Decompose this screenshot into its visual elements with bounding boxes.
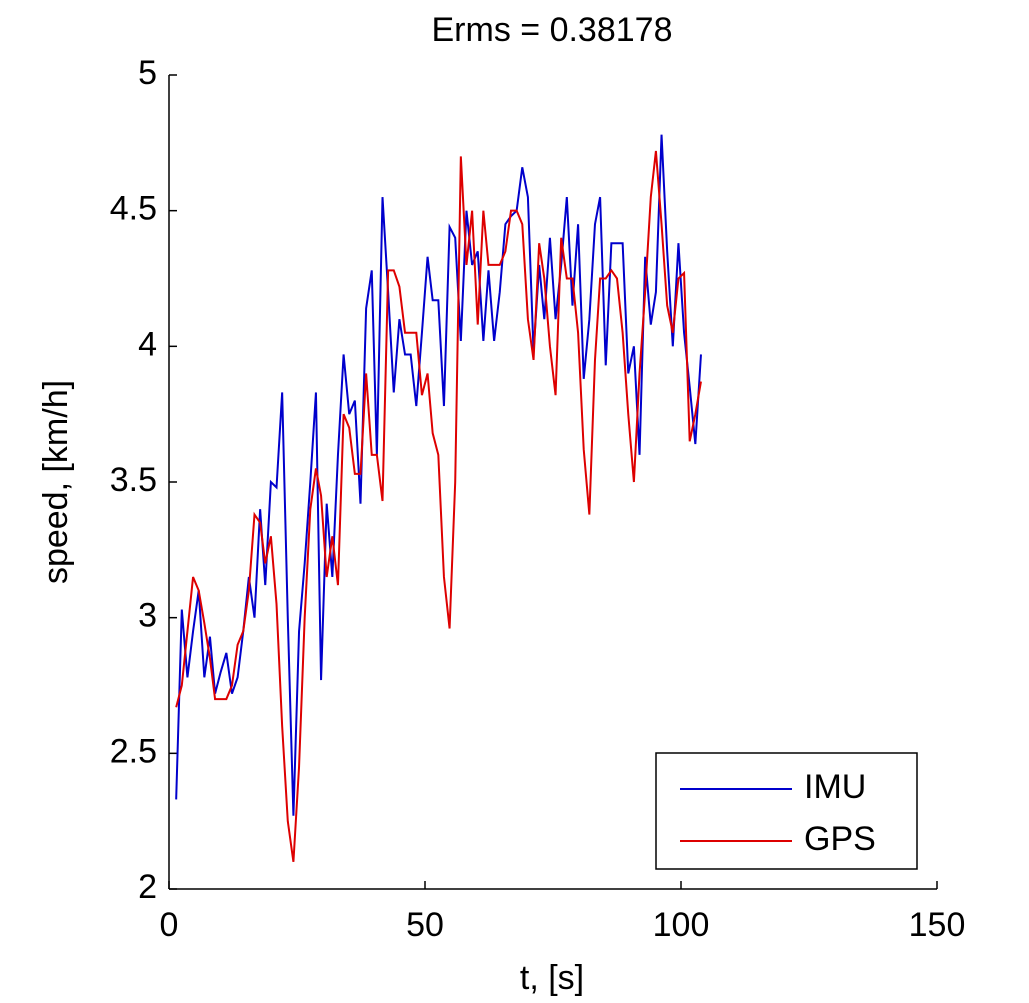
- y-tick-label: 2: [138, 868, 157, 906]
- y-tick-label: 5: [138, 54, 157, 92]
- x-axis-label: t, [s]: [520, 959, 584, 997]
- legend-label: IMU: [804, 768, 866, 806]
- x-tick-label: 100: [653, 906, 710, 944]
- legend-box: [655, 752, 918, 870]
- y-tick-label: 2.5: [110, 732, 157, 770]
- y-tick-label: 3: [138, 597, 157, 635]
- y-tick-label: 4.5: [110, 190, 157, 228]
- chart-title: Erms = 0.38178: [432, 11, 673, 49]
- y-tick-label: 4: [138, 325, 157, 363]
- x-tick-label: 0: [160, 906, 179, 944]
- data-line: [175, 134, 702, 816]
- y-tick-label: 3.5: [110, 461, 157, 499]
- data-line: [175, 150, 702, 863]
- legend-label: GPS: [804, 820, 876, 858]
- x-tick-label: 50: [406, 906, 444, 944]
- y-axis-label: speed, [km/h]: [37, 380, 75, 584]
- x-tick-label: 150: [909, 906, 966, 944]
